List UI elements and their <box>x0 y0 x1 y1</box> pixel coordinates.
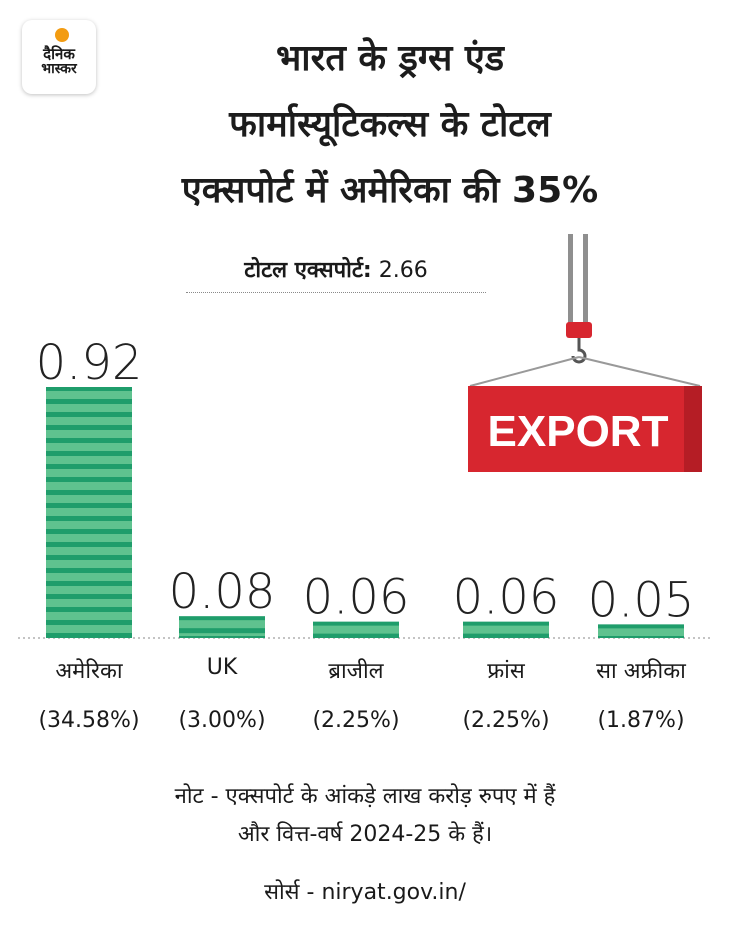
title-line-1: भारत के ड्रग्स एंड <box>275 38 504 79</box>
category-label: सा अफ्रीका <box>596 659 686 684</box>
export-sign-side <box>684 386 702 472</box>
chart-title: भारत के ड्रग्स एंड फार्मास्यूटिकल्स के ट… <box>110 26 670 224</box>
bar <box>46 387 132 638</box>
export-crane-illustration: EXPORT <box>468 234 702 472</box>
category-label: फ्रांस <box>487 659 525 684</box>
footnote-line-2: और वित्त-वर्ष 2024-25 के हैं। <box>237 822 493 847</box>
logo-line-1: दैनिक <box>43 44 75 63</box>
title-line-3: एक्सपोर्ट में अमेरिका की 35% <box>181 170 599 211</box>
value-label: 0.08 <box>169 564 276 620</box>
percent-label: (1.87%) <box>597 708 685 733</box>
bar <box>179 616 265 638</box>
category-label: अमेरिका <box>55 659 123 684</box>
percent-label: (34.58%) <box>38 708 140 733</box>
percent-label: (3.00%) <box>178 708 266 733</box>
percent-label: (2.25%) <box>312 708 400 733</box>
total-export-value: 2.66 <box>378 258 428 283</box>
bar-chart: EXPORT 0.92 0.08 0.06 0.06 0.05 <box>18 234 712 639</box>
hook-icon <box>571 338 587 364</box>
value-label: 0.06 <box>453 570 560 626</box>
footnote: नोट - एक्सपोर्ट के आंकड़े लाख करोड़ रुपए… <box>0 778 730 854</box>
dainik-bhaskar-logo: दैनिक भास्कर <box>22 20 96 94</box>
value-label: 0.06 <box>303 570 410 626</box>
hook-block <box>566 322 592 338</box>
bar <box>598 624 684 638</box>
source-credit: सोर्स - niryat.gov.in/ <box>264 880 466 905</box>
category-label: ब्राजील <box>328 659 384 684</box>
sling-right <box>578 356 701 387</box>
footnote-line-1: नोट - एक्सपोर्ट के आंकड़े लाख करोड़ रुपए… <box>174 784 556 809</box>
sun-icon <box>55 28 69 42</box>
category-label: UK <box>206 655 238 680</box>
value-label: 0.05 <box>588 572 695 628</box>
title-line-2: फार्मास्यूटिकल्स के टोटल <box>229 104 551 145</box>
percent-label: (2.25%) <box>462 708 550 733</box>
bar <box>463 621 549 638</box>
total-export: टोटल एक्सपोर्ट: 2.66 <box>186 252 486 293</box>
total-export-label: टोटल एक्सपोर्ट: <box>244 258 372 283</box>
value-label: 0.92 <box>36 335 143 391</box>
crane-cable <box>568 234 573 324</box>
sling-left <box>469 356 580 387</box>
bar <box>313 621 399 638</box>
crane-cable-right <box>583 234 588 324</box>
export-sign-text: EXPORT <box>488 407 669 456</box>
logo-line-2: भास्कर <box>41 60 77 77</box>
export-sign <box>468 386 702 472</box>
